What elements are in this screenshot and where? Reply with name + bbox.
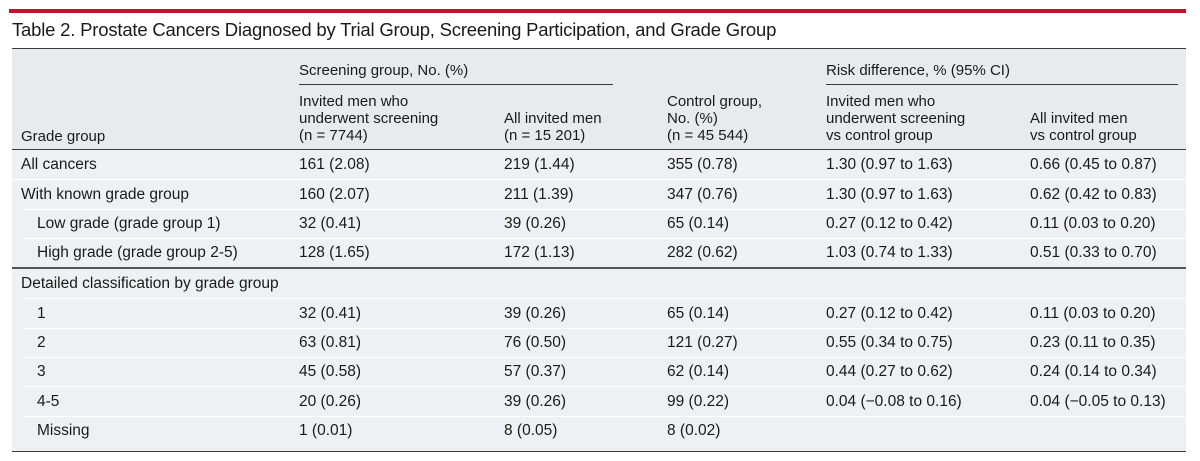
table-cell: 0.04 (−0.05 to 0.13) [1030,393,1166,410]
row-divider [24,328,1186,329]
header-col1-line2: underwent screening [299,110,439,127]
section-header-row: Detailed classification by grade group [12,269,1186,298]
risk-span-rule [826,84,1178,85]
table-cell: 65 (0.14) [667,305,730,322]
table-cell: 0.11 (0.03 to 0.20) [1030,305,1156,322]
table-cell: 128 (1.65) [299,244,370,261]
header-col1-line1: Invited men who [299,93,409,110]
row-label: 1 [37,305,46,322]
table-row: 4-5 20 (0.26) 39 (0.26) 99 (0.22) 0.04 (−0.0… [12,387,1186,416]
table-header: Screening group, No. (%) Risk difference… [12,49,1186,150]
table-cell: 57 (0.37) [504,363,567,380]
table-row: Low grade (grade group 1) 32 (0.41) 39 (0.… [12,209,1186,238]
table-cell: 282 (0.62) [667,244,738,261]
row-label: Missing [37,422,90,439]
data-table: Screening group, No. (%) Risk difference… [12,48,1186,452]
table-cell: 76 (0.50) [504,334,567,351]
table-cell: 1.30 (0.97 to 1.63) [826,186,953,203]
table-cell: 0.66 (0.45 to 0.87) [1030,156,1157,173]
header-col3-line3: (n = 45 544) [667,127,749,144]
table-cell: 0.44 (0.27 to 0.62) [826,363,953,380]
risk-difference-span-header: Risk difference, % (95% CI) [826,62,1010,79]
table-cell: 0.27 (0.12 to 0.42) [826,305,953,322]
table-cell: 0.51 (0.33 to 0.70) [1030,244,1157,261]
header-col2-line2: (n = 15 201) [504,127,586,144]
table-cell: 0.24 (0.14 to 0.34) [1030,363,1157,380]
table-cell: 32 (0.41) [299,305,362,322]
row-label: With known grade group [21,186,190,203]
table-row: 1 32 (0.41) 39 (0.26) 65 (0.14) 0.27 (0.12 t… [12,299,1186,328]
table-cell: 219 (1.44) [504,156,575,173]
table-cell: 39 (0.26) [504,305,567,322]
row-label: 2 [37,334,46,351]
table-cell: 39 (0.26) [504,393,567,410]
header-col5-line1: All invited men [1030,110,1128,127]
table-row: With known grade group 160 (2.07) 211 (1.3… [12,180,1186,209]
header-col4-line1: Invited men who [826,93,936,110]
table-cell: 0.23 (0.11 to 0.35) [1030,334,1156,351]
table-cell: 63 (0.81) [299,334,362,351]
row-label: 4-5 [37,393,60,410]
row-label: All cancers [21,156,97,173]
row-divider [12,179,1186,180]
row-label: 3 [37,363,46,380]
table-cell: 99 (0.22) [667,393,730,410]
header-col1-line3: (n = 7744) [299,127,368,144]
table-title: Table 2. Prostate Cancers Diagnosed by T… [12,19,777,40]
table-row: High grade (grade group 2-5) 128 (1.65) 17… [12,238,1186,267]
screening-span-rule [299,84,613,85]
table-cell: 1 (0.01) [299,422,353,439]
table-cell: 8 (0.02) [667,422,721,439]
screening-group-span-header: Screening group, No. (%) [299,62,469,79]
table-cell: 62 (0.14) [667,363,730,380]
table-cell: 32 (0.41) [299,215,362,232]
table-cell: 0.04 (−0.08 to 0.16) [826,393,962,410]
row-label: Low grade (grade group 1) [37,215,221,232]
table-cell: 65 (0.14) [667,215,730,232]
row-divider [24,238,1186,239]
table-cell: 1.03 (0.74 to 1.33) [826,244,953,261]
table-cell: 211 (1.39) [504,186,574,203]
table-row: 2 63 (0.81) 76 (0.50) 121 (0.27) 0.55 (0.34 … [12,328,1186,357]
table-cell: 347 (0.76) [667,186,738,203]
table-cell: 0.62 (0.42 to 0.83) [1030,186,1157,203]
header-col2-line1: All invited men [504,110,602,127]
table-cell: 355 (0.78) [667,156,738,173]
table-row: 3 45 (0.58) 57 (0.37) 62 (0.14) 0.44 (0.27 t… [12,357,1186,386]
table-cell: 8 (0.05) [504,422,558,439]
table-cell: 172 (1.13) [504,244,575,261]
row-label: High grade (grade group 2-5) [37,244,238,261]
header-col5-line2: vs control group [1030,127,1137,144]
section-label: Detailed classification by grade group [21,275,279,292]
header-grade-group: Grade group [21,128,106,145]
row-divider [24,386,1186,387]
header-col3-line2: No. (%) [667,110,718,127]
row-divider [24,209,1186,210]
header-col4-line3: vs control group [826,127,933,144]
header-col3-line1: Control group, [667,93,763,110]
table-cell: 0.55 (0.34 to 0.75) [826,334,953,351]
accent-bar [9,9,1186,13]
section-divider [12,267,1186,269]
row-divider [24,416,1186,417]
table-cell: 45 (0.58) [299,363,362,380]
row-divider [24,298,1186,299]
row-divider [24,357,1186,358]
table-cell: 161 (2.08) [299,156,370,173]
table-cell: 39 (0.26) [504,215,567,232]
table-row: All cancers 161 (2.08) 219 (1.44) 355 (0.78… [12,150,1186,179]
table-cell: 121 (0.27) [667,334,738,351]
table-cell: 0.11 (0.03 to 0.20) [1030,215,1156,232]
table-cell: 1.30 (0.97 to 1.63) [826,156,953,173]
table-cell: 0.27 (0.12 to 0.42) [826,215,953,232]
table-row: Missing 1 (0.01) 8 (0.05) 8 (0.02) [12,416,1186,445]
header-col4-line2: underwent screening [826,110,966,127]
table-cell: 20 (0.26) [299,393,362,410]
table-cell: 160 (2.07) [299,186,370,203]
